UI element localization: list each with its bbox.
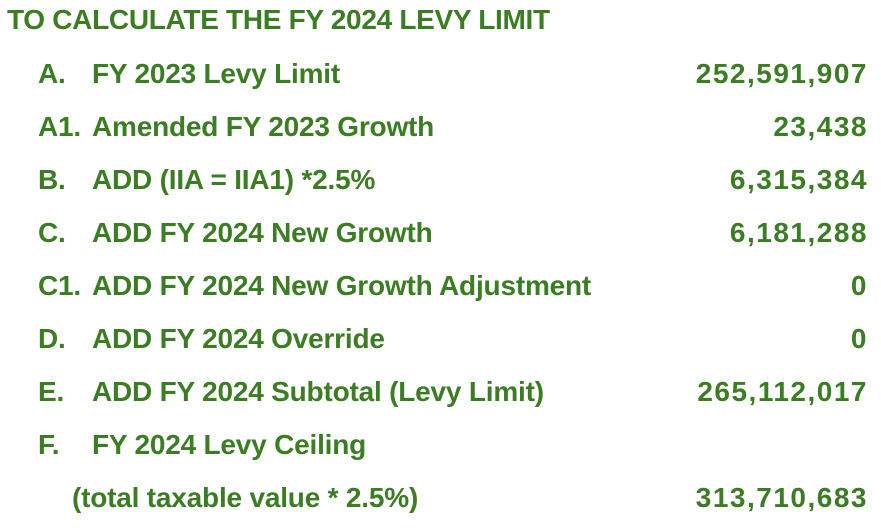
row-prefix: E. bbox=[38, 375, 65, 407]
row-value: 252,591,907 bbox=[695, 57, 868, 89]
row-label: ADD FY 2024 New Growth Adjustment bbox=[92, 269, 592, 301]
row-add-fy2024-new-growth: C. ADD FY 2024 New Growth 6,181,288 bbox=[7, 206, 868, 259]
row-prefix: A. bbox=[38, 57, 66, 89]
row-value: 0 bbox=[850, 269, 868, 301]
row-label: Amended FY 2023 Growth bbox=[92, 110, 435, 142]
row-add-iia-2-5-pct: B. ADD (IIA = IIA1) *2.5% 6,315,384 bbox=[7, 153, 868, 206]
row-value: 265,112,017 bbox=[697, 375, 868, 407]
row-label: ADD (IIA = IIA1) *2.5% bbox=[92, 163, 376, 195]
row-fy2024-levy-ceiling: F. FY 2024 Levy Ceiling bbox=[7, 418, 868, 471]
row-prefix: F. bbox=[38, 428, 60, 460]
row-add-fy2024-override: D. ADD FY 2024 Override 0 bbox=[7, 312, 868, 365]
row-value: 6,315,384 bbox=[729, 163, 868, 195]
row-prefix: C1. bbox=[38, 269, 81, 301]
row-amended-fy2023-growth: A1. Amended FY 2023 Growth 23,438 bbox=[7, 100, 868, 153]
row-add-fy2024-new-growth-adjustment: C1. ADD FY 2024 New Growth Adjustment 0 bbox=[7, 259, 868, 312]
row-value: 313,710,683 bbox=[695, 481, 868, 513]
row-fy2023-levy-limit: A. FY 2023 Levy Limit 252,591,907 bbox=[7, 47, 868, 100]
page-title: TO CALCULATE THE FY 2024 LEVY LIMIT bbox=[7, 4, 550, 35]
row-add-fy2024-subtotal-levy-limit: E. ADD FY 2024 Subtotal (Levy Limit) 265… bbox=[7, 365, 868, 418]
row-value: 6,181,288 bbox=[729, 216, 868, 248]
row-value: 23,438 bbox=[773, 110, 868, 142]
row-label: ADD FY 2024 Subtotal (Levy Limit) bbox=[92, 375, 544, 407]
levy-rows: A. FY 2023 Levy Limit 252,591,907 A1. Am… bbox=[7, 47, 868, 524]
row-total-taxable-value-times-2-5-pct: (total taxable value * 2.5%) 313,710,683 bbox=[7, 471, 868, 524]
row-label: FY 2024 Levy Ceiling bbox=[92, 428, 367, 460]
row-prefix: A1. bbox=[38, 110, 81, 142]
row-label: FY 2023 Levy Limit bbox=[92, 57, 341, 89]
row-value: 0 bbox=[850, 322, 868, 354]
row-label: ADD FY 2024 Override bbox=[92, 322, 385, 354]
row-prefix: C. bbox=[38, 216, 66, 248]
row-prefix: B. bbox=[38, 163, 66, 195]
row-prefix: D. bbox=[38, 322, 66, 354]
row-label: (total taxable value * 2.5%) bbox=[72, 481, 419, 513]
row-label: ADD FY 2024 New Growth bbox=[92, 216, 433, 248]
